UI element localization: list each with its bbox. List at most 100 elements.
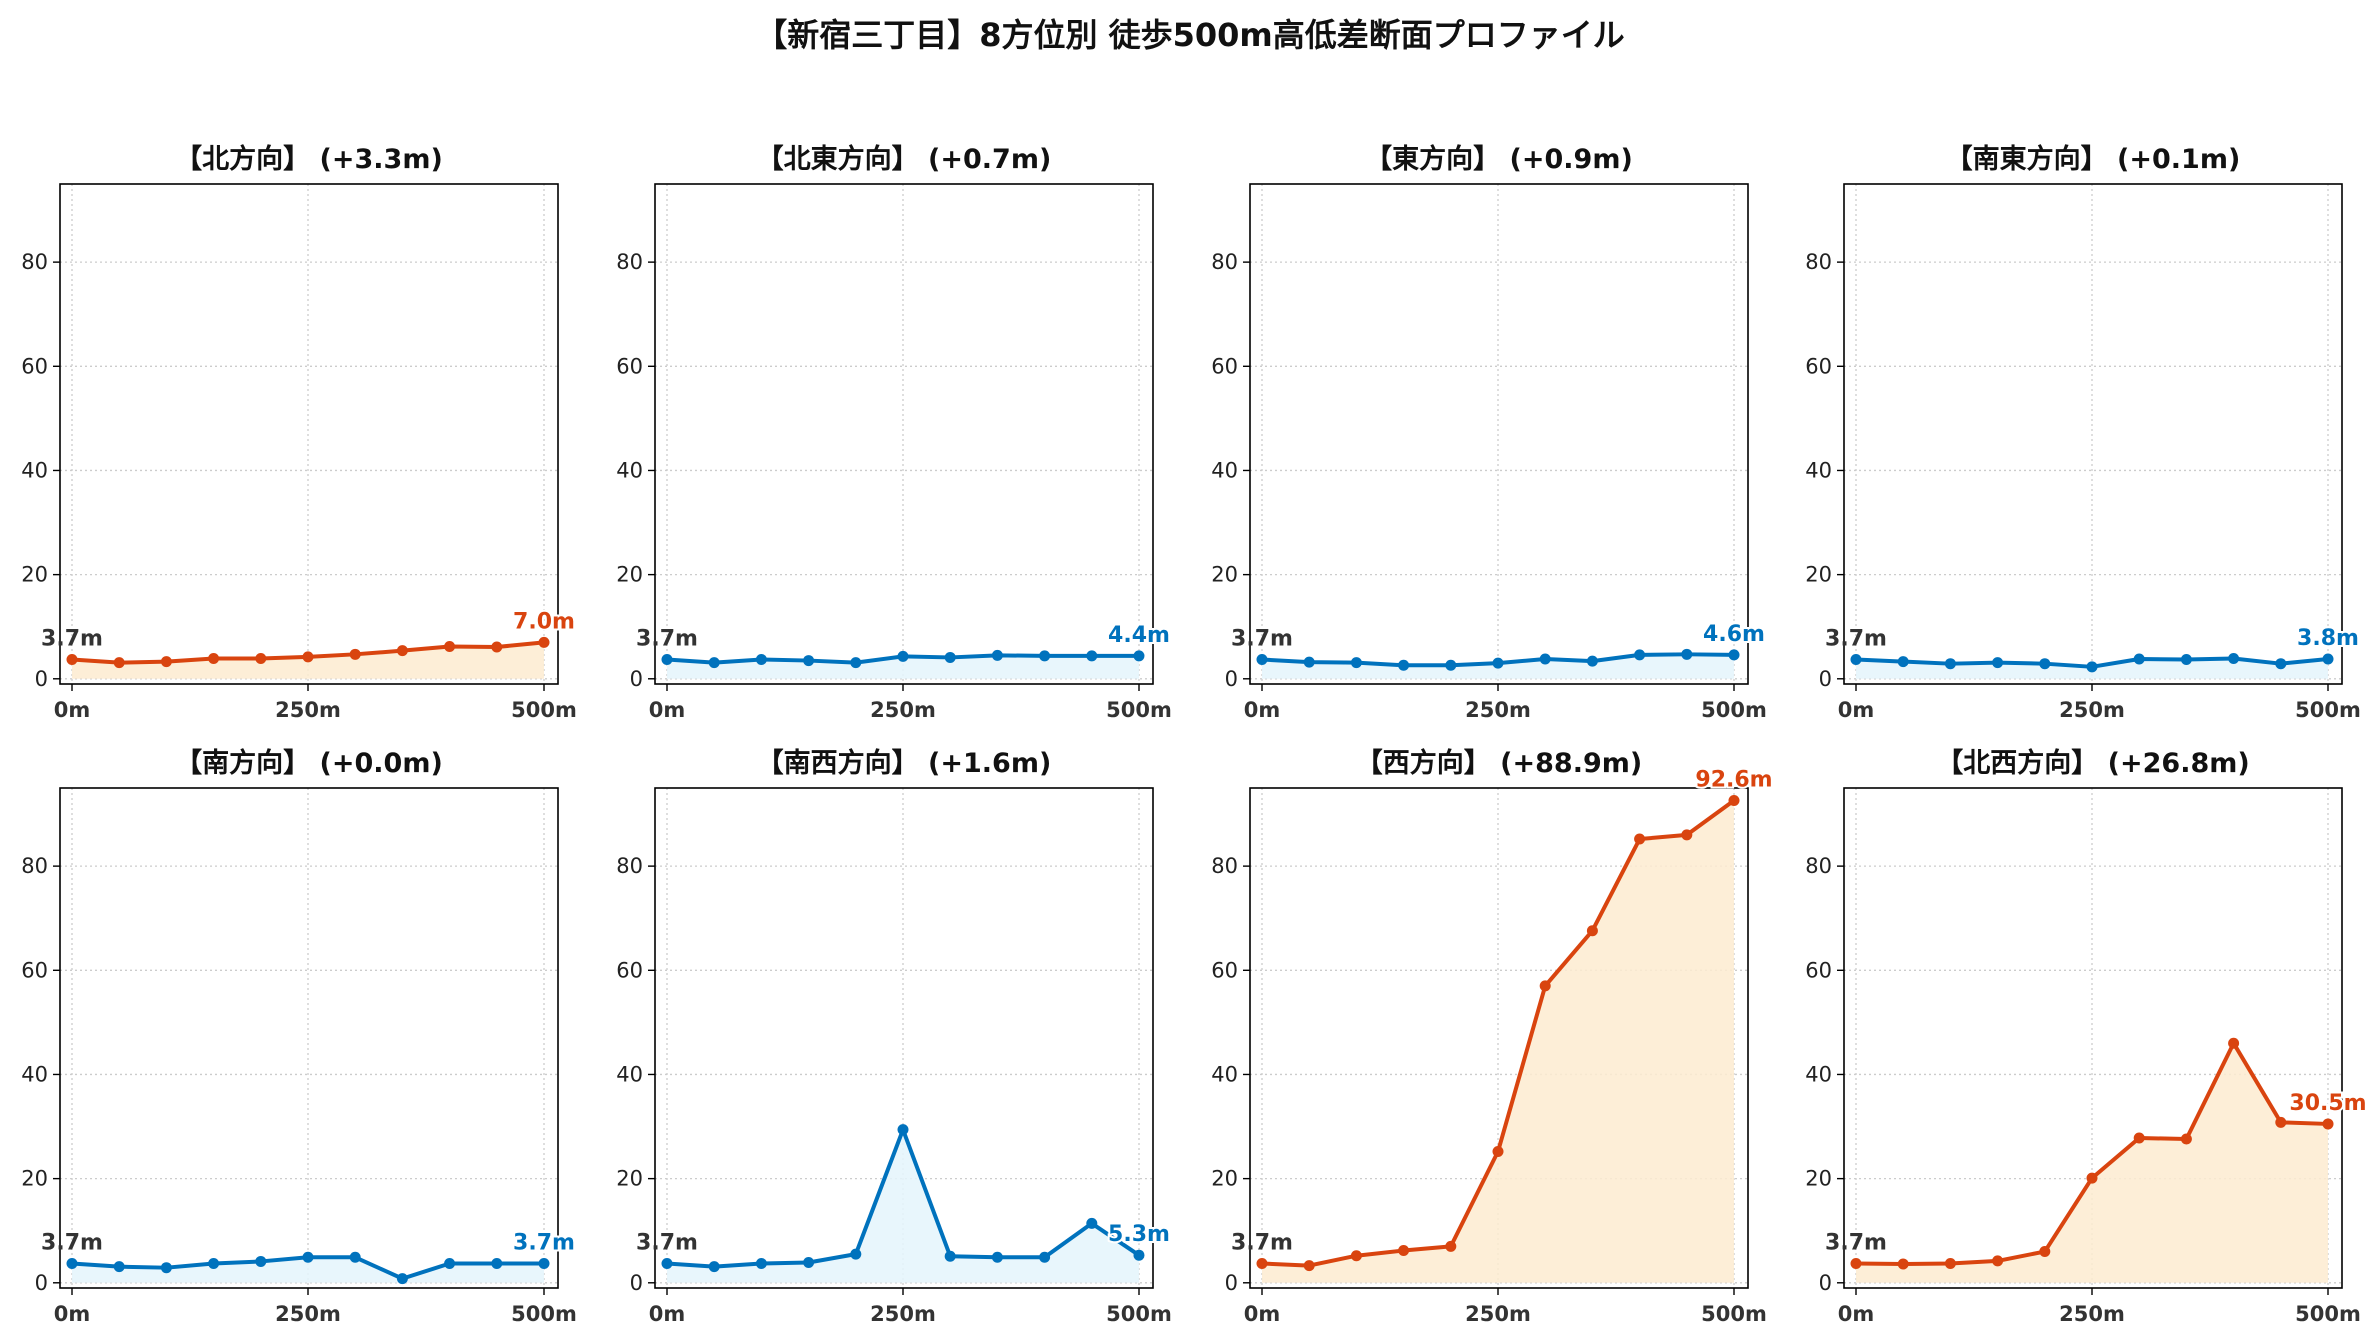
end-value-label: 4.6m <box>1703 622 1765 647</box>
x-tick-label: 250m <box>870 698 936 722</box>
x-tick-label: 250m <box>2059 1302 2125 1326</box>
y-tick-label: 20 <box>21 563 48 587</box>
y-tick-label: 20 <box>21 1167 48 1191</box>
data-point <box>1398 1245 1410 1256</box>
data-point <box>302 651 314 663</box>
data-point <box>1350 1250 1362 1262</box>
data-point <box>396 1273 408 1285</box>
x-tick-label: 500m <box>1701 1302 1767 1326</box>
data-point <box>349 1251 361 1263</box>
end-value-label: 3.7m <box>513 1231 575 1256</box>
data-point <box>2086 1172 2098 1184</box>
data-point <box>113 1261 125 1273</box>
data-point <box>1039 650 1051 662</box>
data-point <box>66 1258 78 1270</box>
chart-panel: 0 20 40 60 80 0m 250m 500m 【南西方向】 (+1.6m) 3.7m 5.3… <box>616 747 1172 1326</box>
y-tick-label: 20 <box>1211 1167 1238 1191</box>
data-point <box>2275 1116 2287 1128</box>
data-point <box>1539 653 1551 665</box>
x-tick-label: 0m <box>649 698 686 722</box>
data-point <box>1492 1146 1504 1158</box>
chart-panel: 0 20 40 60 80 0m 250m 500m 【北方向】 (+3.3m) 3.7m 7.0m <box>21 143 577 722</box>
data-point <box>1634 649 1646 661</box>
data-point <box>755 1258 767 1270</box>
y-tick-label: 40 <box>616 1062 643 1086</box>
x-tick-label: 0m <box>649 1302 686 1326</box>
data-point <box>1303 656 1315 668</box>
y-tick-label: 60 <box>21 354 48 378</box>
data-point <box>2322 653 2334 665</box>
data-point <box>897 1124 909 1136</box>
y-tick-label: 80 <box>616 250 643 274</box>
data-point <box>1728 795 1740 806</box>
axes-frame <box>654 183 1154 685</box>
y-tick-label: 60 <box>21 958 48 982</box>
y-tick-label: 20 <box>1805 563 1832 587</box>
data-point <box>1256 1258 1268 1270</box>
data-point <box>160 656 172 668</box>
y-tick-label: 60 <box>1805 958 1832 982</box>
axes-frame <box>654 787 1154 1289</box>
data-point <box>2275 658 2287 670</box>
start-value-label: 3.7m <box>636 627 698 652</box>
data-point <box>538 636 550 648</box>
x-tick-label: 250m <box>1465 1302 1531 1326</box>
data-point <box>2086 661 2098 673</box>
data-point <box>2180 1133 2192 1145</box>
x-tick-label: 500m <box>511 1302 577 1326</box>
data-point <box>208 1258 220 1270</box>
data-point <box>1350 657 1362 669</box>
y-tick-label: 20 <box>616 1167 643 1191</box>
y-tick-label: 80 <box>1211 250 1238 274</box>
y-tick-label: 0 <box>630 1271 643 1295</box>
data-point <box>897 650 909 662</box>
panel-title: 【北西方向】 (+26.8m) <box>1936 747 2249 779</box>
chart-panel: 0 20 40 60 80 0m 250m 500m 【西方向】 (+88.9m) 3.7m 92.… <box>1211 747 1774 1326</box>
data-point <box>2228 652 2240 664</box>
x-tick-label: 250m <box>275 1302 341 1326</box>
x-tick-label: 500m <box>1106 1302 1172 1326</box>
data-point <box>2133 1132 2145 1144</box>
end-value-label: 5.3m <box>1108 1222 1170 1247</box>
y-tick-label: 80 <box>1211 854 1238 878</box>
data-point <box>1492 657 1504 669</box>
y-tick-label: 60 <box>616 958 643 982</box>
x-tick-label: 500m <box>1106 698 1172 722</box>
data-point <box>1897 1258 1909 1270</box>
y-tick-label: 0 <box>1225 1271 1238 1295</box>
data-point <box>755 654 767 666</box>
start-value-label: 3.7m <box>41 627 103 652</box>
data-point <box>1039 1251 1051 1263</box>
data-point <box>1681 829 1693 841</box>
chart-panel: 0 20 40 60 80 0m 250m 500m 【北西方向】 (+26.8m) 3.7m 30… <box>1805 747 2368 1326</box>
y-tick-label: 40 <box>1211 458 1238 482</box>
x-tick-label: 500m <box>1701 698 1767 722</box>
data-point <box>2039 658 2051 670</box>
y-tick-label: 80 <box>1805 854 1832 878</box>
data-point <box>661 654 673 666</box>
axes-frame <box>59 183 559 685</box>
end-value-label: 92.6m <box>1695 768 1772 793</box>
panel-title: 【北方向】 (+3.3m) <box>175 143 443 175</box>
data-point <box>1897 656 1909 668</box>
axes-frame <box>1249 787 1749 1289</box>
y-tick-label: 40 <box>21 1062 48 1086</box>
y-tick-label: 20 <box>1805 1167 1832 1191</box>
panel-title: 【南方向】 (+0.0m) <box>175 747 443 779</box>
data-point <box>538 1258 550 1270</box>
data-point <box>113 657 125 669</box>
x-tick-label: 250m <box>1465 698 1531 722</box>
start-value-label: 3.7m <box>1825 1231 1887 1256</box>
start-value-label: 3.7m <box>1231 627 1293 652</box>
data-point <box>349 648 361 660</box>
x-tick-label: 0m <box>1244 1302 1281 1326</box>
y-tick-label: 0 <box>1225 667 1238 691</box>
y-tick-label: 40 <box>1805 458 1832 482</box>
end-value-label: 7.0m <box>513 609 575 634</box>
data-point <box>1445 1240 1457 1252</box>
y-tick-label: 40 <box>1805 1062 1832 1086</box>
start-value-label: 3.7m <box>1231 1231 1293 1256</box>
data-point <box>1086 1217 1098 1229</box>
axes-frame <box>59 787 559 1289</box>
data-point <box>255 652 267 664</box>
